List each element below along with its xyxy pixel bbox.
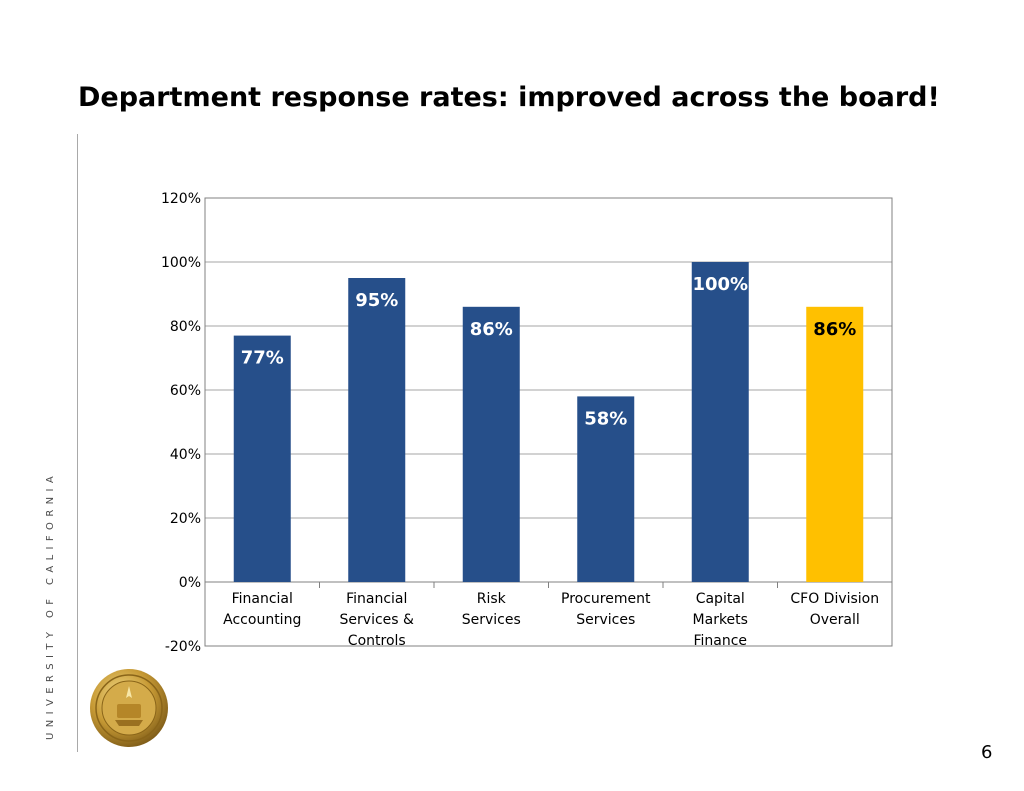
- y-tick-label: 60%: [170, 383, 201, 399]
- category-label-line: Procurement: [561, 591, 651, 607]
- category-label-line: Financial: [232, 591, 293, 607]
- category-label-line: CFO Division: [790, 591, 879, 607]
- category-label-line: Financial: [346, 591, 407, 607]
- category-label-line: Finance: [693, 633, 747, 649]
- data-label: 77%: [241, 348, 284, 369]
- bar: [806, 306, 864, 582]
- category-label-line: Overall: [810, 612, 860, 628]
- data-label: 95%: [355, 290, 398, 311]
- y-tick-label: 40%: [170, 447, 201, 463]
- category-label: Risk Services: [462, 591, 521, 628]
- data-label: 86%: [470, 319, 513, 340]
- gridlines: [205, 261, 892, 583]
- category-label: Capital Markets Finance: [693, 591, 748, 649]
- x-axis-category-ticks: [204, 582, 893, 588]
- category-label: Procurement Services: [561, 591, 651, 628]
- category-label-line: Controls: [348, 633, 406, 649]
- page-number: 6: [981, 742, 993, 763]
- bar: [348, 278, 406, 582]
- university-seal-logo: [90, 669, 168, 747]
- side-divider: [77, 134, 78, 752]
- category-labels: Financial Accounting Financial Services & Co…: [223, 591, 879, 649]
- y-axis-tick-labels: -20% 0% 20% 40% 60% 80% 100% 120%: [161, 191, 201, 655]
- data-labels: 77% 95% 86% 58% 100% 86%: [241, 274, 857, 429]
- bar: [462, 306, 520, 582]
- category-label-line: Services &: [340, 612, 414, 628]
- category-label-line: Services: [576, 612, 635, 628]
- slide-title: Department response rates: improved acro…: [78, 82, 940, 113]
- bar: [691, 262, 749, 582]
- category-label-line: Services: [462, 612, 521, 628]
- category-label-line: Risk: [477, 591, 507, 607]
- category-label-line: Accounting: [223, 612, 301, 628]
- data-label: 58%: [584, 408, 627, 429]
- plot-area-border: [204, 197, 893, 647]
- category-label-line: Markets: [693, 612, 748, 628]
- bars: [233, 262, 864, 582]
- y-tick-label: 120%: [161, 191, 201, 207]
- data-label: 100%: [692, 274, 748, 295]
- category-label: Financial Accounting: [223, 591, 301, 628]
- y-tick-label: 100%: [161, 255, 201, 271]
- y-tick-label: 80%: [170, 319, 201, 335]
- y-tick-label: -20%: [165, 639, 201, 655]
- category-label: Financial Services & Controls: [340, 591, 414, 649]
- bar: [233, 335, 291, 582]
- bar: [577, 396, 635, 582]
- category-label-line: Capital: [696, 591, 745, 607]
- y-tick-label: 20%: [170, 511, 201, 527]
- category-label: CFO Division Overall: [790, 591, 879, 628]
- data-label: 86%: [813, 319, 856, 340]
- y-tick-label: 0%: [179, 575, 201, 591]
